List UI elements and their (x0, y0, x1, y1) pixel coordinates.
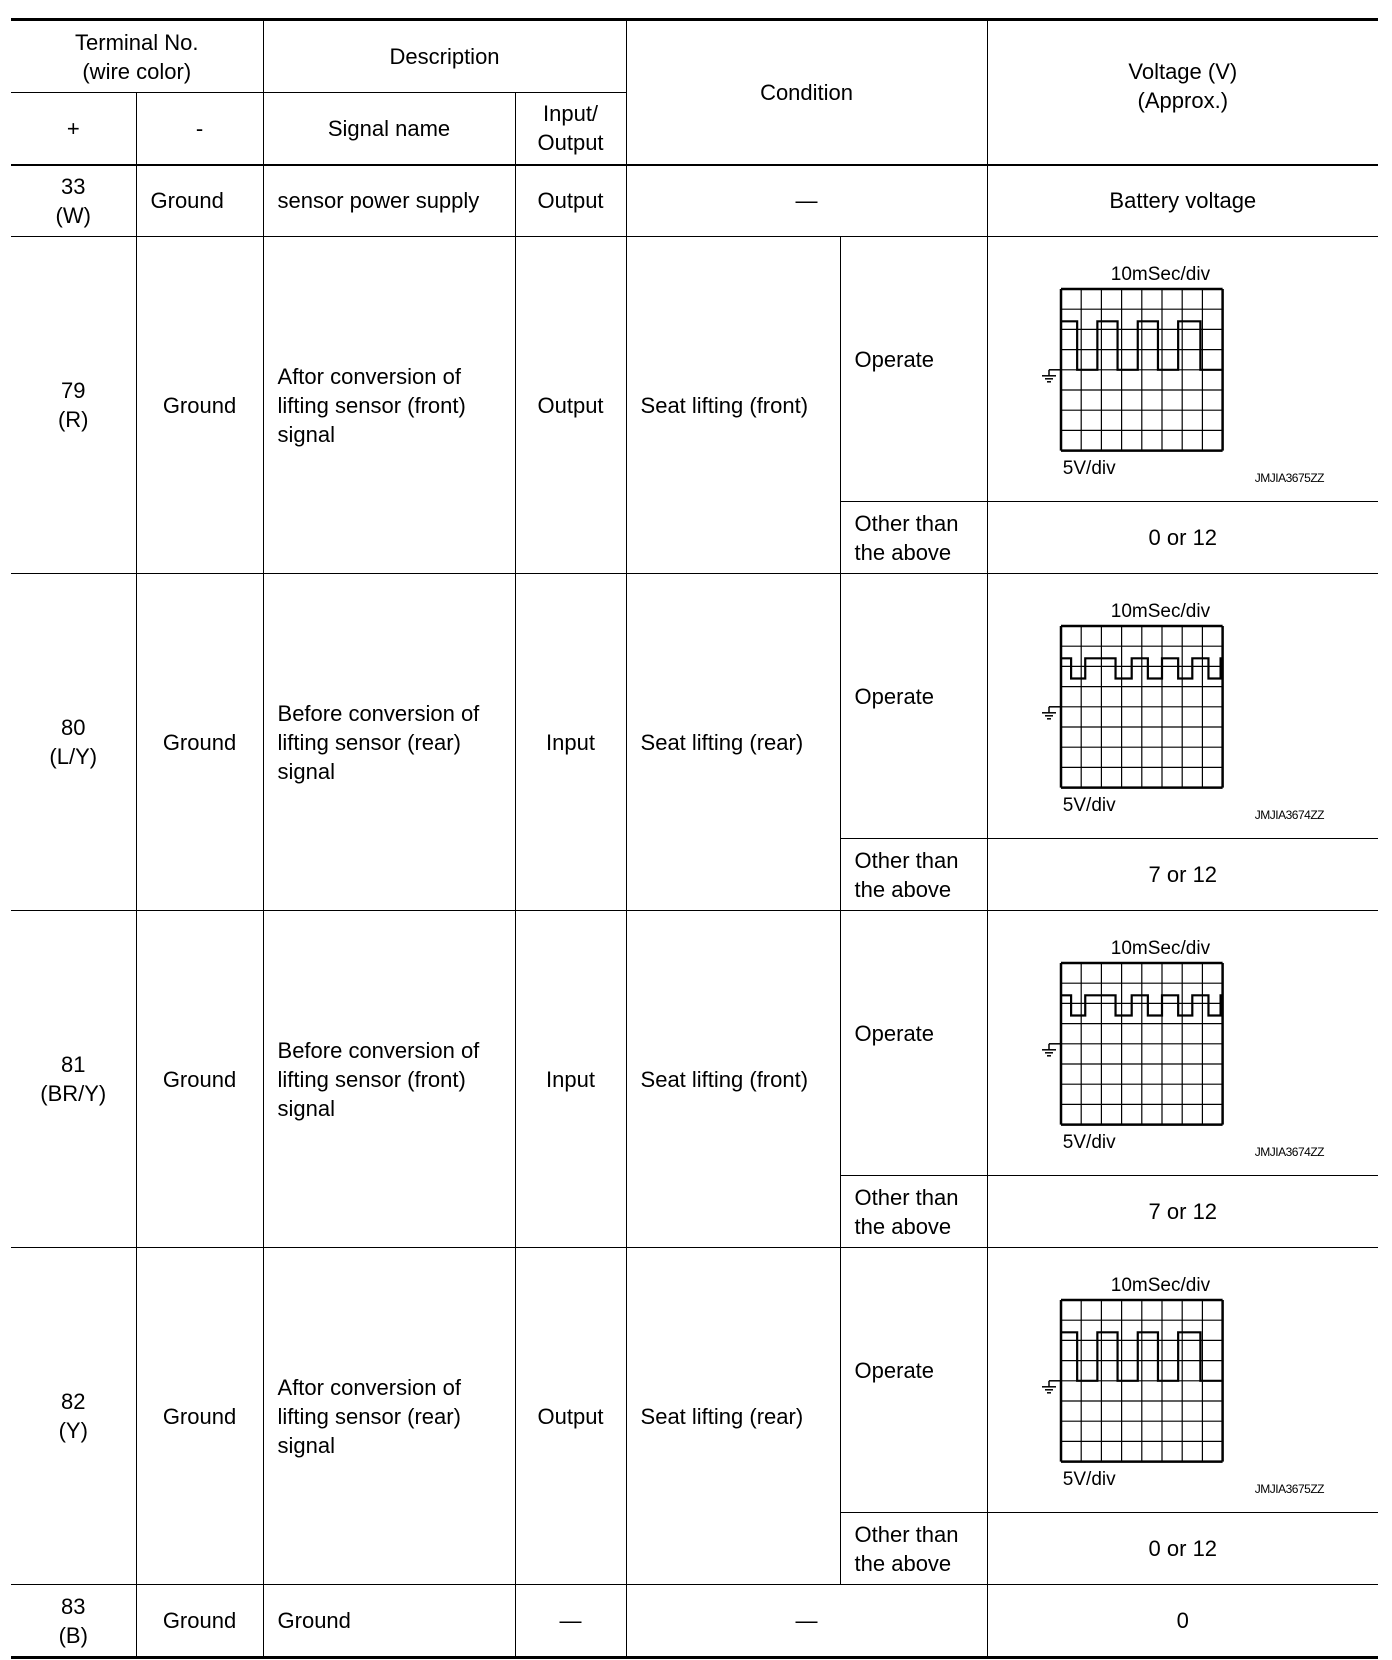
table-row: 83 (B) Ground Ground — —0 (11, 1584, 1379, 1659)
input-output: — (514, 1584, 627, 1659)
header-condition: Condition (625, 18, 988, 166)
signal-name: Before conversion of lifting sensor (rea… (262, 573, 516, 911)
table-row-sub: Other than the above 7 or 12 (11, 838, 1379, 911)
voltage: 0 or 12 (986, 1512, 1379, 1585)
condition: — (625, 1584, 988, 1659)
header-io: Input/ Output (514, 92, 627, 166)
terminal-minus: Ground (135, 1247, 264, 1585)
input-output: Output (514, 236, 627, 574)
terminal-minus: Ground (135, 573, 264, 911)
waveform-trace (1060, 657, 1223, 680)
header-signal-name: Signal name (262, 92, 516, 166)
signal-name: Before conversion of lifting sensor (fro… (262, 910, 516, 1248)
terminal-minus: Ground (135, 1584, 264, 1659)
header-description: Description (262, 18, 627, 93)
condition-operate: Operate (839, 236, 988, 502)
table-row: 80 (L/Y) Ground Before conversion of lifti… (11, 573, 1379, 911)
voltage: 7 or 12 (986, 838, 1379, 911)
oscilloscope-waveform: 10mSec/div 5V/div JMJIA3675ZZ (993, 244, 1373, 494)
condition: — (625, 164, 988, 237)
condition-operate: Operate (839, 1247, 988, 1513)
header-minus: - (135, 92, 264, 166)
header-voltage: Voltage (V) (Approx.) (986, 18, 1379, 166)
figure-id: JMJIA3675ZZ (1254, 1482, 1325, 1496)
time-div-label: 10mSec/div (1110, 264, 1211, 285)
condition-other: Other than the above (840, 838, 988, 911)
condition: Seat lifting (front) (625, 236, 841, 574)
volt-div-label: 5V/div (1062, 458, 1116, 479)
table-row-sub: Other than the above 7 or 12 (11, 1175, 1379, 1248)
terminal-plus: 80 (L/Y) (11, 573, 137, 911)
input-output: Output (514, 164, 627, 237)
input-output: Input (514, 573, 627, 911)
terminal-plus: 82 (Y) (11, 1247, 137, 1585)
table-row: 81 (BR/Y) Ground Before conversion of lift… (11, 910, 1379, 1248)
voltage-waveform: 10mSec/div 5V/div JMJIA3675ZZ (986, 236, 1379, 502)
oscilloscope-waveform: 10mSec/div 5V/div JMJIA3674ZZ (993, 581, 1373, 831)
input-output: Output (514, 1247, 627, 1585)
table-row: 33 (W) Ground sensor power supply Output — Ba… (11, 164, 1379, 237)
voltage: 0 (986, 1584, 1379, 1659)
volt-div-label: 5V/div (1062, 1132, 1116, 1153)
table-row: 79 (R) Ground Aftor conversion of lifting … (11, 236, 1379, 574)
condition-other: Other than the above (840, 1175, 988, 1248)
condition-other: Other than the above (840, 1512, 988, 1585)
signal-name: Aftor conversion of lifting sensor (fron… (262, 236, 516, 574)
condition: Seat lifting (front) (625, 910, 841, 1248)
condition: Seat lifting (rear) (625, 1247, 841, 1585)
condition: Seat lifting (rear) (625, 573, 841, 911)
waveform-trace (1060, 994, 1223, 1017)
voltage: Battery voltage (986, 164, 1379, 237)
table-row-sub: Other than the above 0 or 12 (11, 501, 1379, 574)
table-row: 82 (Y) Ground Aftor conversion of lifting … (11, 1247, 1379, 1585)
voltage-waveform: 10mSec/div 5V/div JMJIA3674ZZ (986, 573, 1379, 839)
voltage: 7 or 12 (986, 1175, 1379, 1248)
signal-name: Ground (262, 1584, 516, 1659)
terminal-minus: Ground (135, 910, 264, 1248)
oscilloscope-waveform: 10mSec/div 5V/div JMJIA3674ZZ (993, 918, 1373, 1168)
signal-name: sensor power supply (262, 164, 516, 237)
waveform-trace (1060, 320, 1223, 371)
table-row-sub: Other than the above 0 or 12 (11, 1512, 1379, 1585)
voltage-waveform: 10mSec/div 5V/div JMJIA3674ZZ (986, 910, 1379, 1176)
time-div-label: 10mSec/div (1110, 1275, 1211, 1296)
figure-id: JMJIA3674ZZ (1254, 808, 1325, 822)
terminal-plus: 81 (BR/Y) (11, 910, 137, 1248)
terminal-plus: 83 (B) (11, 1584, 137, 1659)
waveform-trace (1060, 1331, 1223, 1382)
header-terminal: Terminal No. (wire color) (11, 18, 264, 93)
condition-operate: Operate (839, 573, 988, 839)
header-plus: + (11, 92, 137, 166)
terminal-plus: 79 (R) (11, 236, 137, 574)
terminal-minus: Ground (135, 236, 264, 574)
volt-div-label: 5V/div (1062, 1469, 1116, 1490)
figure-id: JMJIA3674ZZ (1254, 1145, 1325, 1159)
signal-name: Aftor conversion of lifting sensor (rear… (262, 1247, 516, 1585)
voltage: 0 or 12 (986, 501, 1379, 574)
volt-div-label: 5V/div (1062, 795, 1116, 816)
condition-operate: Operate (839, 910, 988, 1176)
voltage-waveform: 10mSec/div 5V/div JMJIA3675ZZ (986, 1247, 1379, 1513)
input-output: Input (514, 910, 627, 1248)
terminal-minus: Ground (135, 164, 264, 237)
time-div-label: 10mSec/div (1110, 601, 1211, 622)
time-div-label: 10mSec/div (1110, 938, 1211, 959)
terminal-plus: 33 (W) (11, 164, 137, 237)
condition-other: Other than the above (840, 501, 988, 574)
terminal-table: Terminal No. (wire color) Description Co… (11, 18, 1379, 1659)
figure-id: JMJIA3675ZZ (1254, 471, 1325, 485)
oscilloscope-waveform: 10mSec/div 5V/div JMJIA3675ZZ (993, 1255, 1373, 1505)
